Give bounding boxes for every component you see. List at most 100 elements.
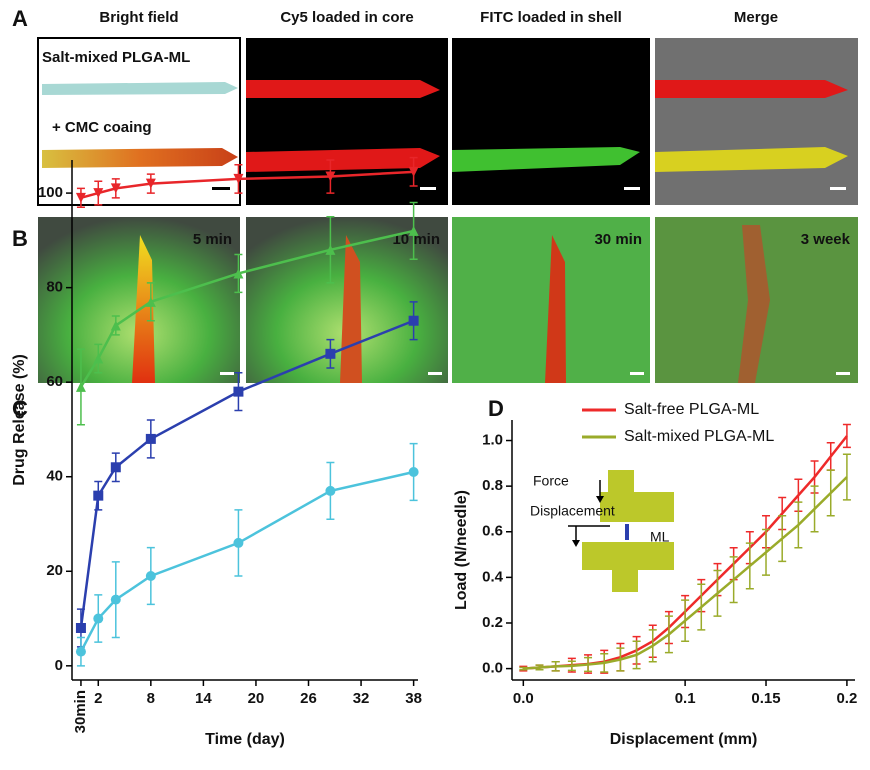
error-bar <box>729 556 738 604</box>
marker <box>93 490 104 501</box>
marker <box>325 485 336 496</box>
time-label: 10 min <box>392 231 440 248</box>
series-line <box>79 470 414 653</box>
panel-label: B <box>12 226 28 251</box>
scale-bar <box>420 187 436 190</box>
image-merge <box>655 38 858 205</box>
y-tick-label: 60 <box>46 373 63 390</box>
marker <box>145 296 156 307</box>
panel-label: C <box>12 396 28 421</box>
image-cy5 <box>246 38 448 205</box>
panel-b-images <box>38 217 858 383</box>
error-bar <box>842 423 851 449</box>
marker <box>325 244 336 255</box>
marker <box>233 537 244 548</box>
error-bar <box>826 442 835 471</box>
ml-sample <box>625 524 629 540</box>
scale-bar <box>212 187 230 190</box>
error-bar <box>535 664 544 671</box>
y-tick-label: 0.6 <box>482 523 503 540</box>
scale-bar <box>624 187 640 190</box>
needle <box>655 80 848 98</box>
y-tick-label: 100 <box>38 184 63 201</box>
marker <box>75 646 86 657</box>
x-tick-label: 2 <box>94 690 102 707</box>
scale-bar <box>428 372 442 375</box>
error-bar <box>584 656 593 673</box>
marker <box>75 623 86 633</box>
marker <box>110 462 121 473</box>
needle <box>738 225 770 383</box>
marker <box>145 178 156 189</box>
y-tick-label: 80 <box>46 279 63 296</box>
marker <box>75 381 86 392</box>
error-bar <box>778 515 787 563</box>
needle <box>42 148 238 168</box>
inset-label: ML <box>650 529 670 545</box>
error-bar <box>842 453 851 501</box>
x-tick-label: 8 <box>147 690 155 707</box>
marker <box>325 348 336 359</box>
y-tick-label: 0 <box>55 657 63 674</box>
y-axis-label: Drug Release (%) <box>11 354 28 486</box>
column-title: FITC loaded in shell <box>480 9 622 26</box>
marker <box>93 613 104 624</box>
needle <box>246 148 440 172</box>
arrowhead <box>596 496 604 503</box>
column-title: Merge <box>734 9 778 26</box>
error-bar <box>697 583 706 631</box>
error-bar <box>648 629 657 663</box>
marker <box>408 467 419 477</box>
panel-label: D <box>488 396 504 421</box>
y-tick-label: 1.0 <box>482 431 503 448</box>
marker <box>110 594 121 605</box>
legend-label: Salt-mixed PLGA-ML <box>624 428 774 445</box>
needle <box>42 82 238 95</box>
error-bar <box>794 501 803 549</box>
inset-label: Force <box>533 473 569 489</box>
scale-bar <box>836 372 850 375</box>
image-annotation: Salt-mixed PLGA-ML <box>42 49 190 66</box>
error-bar <box>551 661 560 672</box>
clamp-bottom <box>582 542 674 592</box>
marker <box>325 171 336 182</box>
y-tick-label: 0.4 <box>482 568 504 585</box>
y-axis-label: Load (N/needle) <box>453 490 470 610</box>
needle <box>545 235 566 383</box>
needle <box>655 147 848 172</box>
marker <box>408 315 419 326</box>
marker <box>93 353 104 364</box>
column-title: Bright field <box>99 9 178 26</box>
error-bar <box>745 542 754 590</box>
column-title: Cy5 loaded in core <box>280 9 413 26</box>
needle <box>132 235 155 383</box>
marker <box>75 192 86 203</box>
error-bar <box>681 599 690 642</box>
legend-label: Salt-free PLGA-ML <box>624 401 759 418</box>
marker <box>93 188 104 199</box>
needle <box>340 235 362 383</box>
panel-label: A <box>12 6 28 31</box>
x-axis-label: Displacement (mm) <box>610 731 758 748</box>
error-bar <box>664 615 673 654</box>
marker <box>110 320 121 331</box>
error-bar <box>826 469 835 517</box>
time-label: 3 week <box>801 231 851 248</box>
x-tick-label: 20 <box>248 690 265 707</box>
needle <box>246 80 440 98</box>
marker <box>145 433 156 444</box>
arrowhead <box>572 540 580 547</box>
y-tick-label: 40 <box>46 468 63 485</box>
y-tick-label: 20 <box>46 562 63 579</box>
x-tick-label: 14 <box>195 690 212 707</box>
inset-diagram: Force Displacement ML <box>530 470 674 592</box>
marker <box>233 268 244 279</box>
x-tick-label: 32 <box>353 690 370 707</box>
y-tick-label: 0.0 <box>482 660 503 677</box>
error-bar <box>762 528 771 576</box>
image-fitc <box>452 38 650 205</box>
time-label: 5 min <box>193 231 232 248</box>
scale-bar <box>630 372 644 375</box>
x-tick-label: 26 <box>300 690 317 707</box>
